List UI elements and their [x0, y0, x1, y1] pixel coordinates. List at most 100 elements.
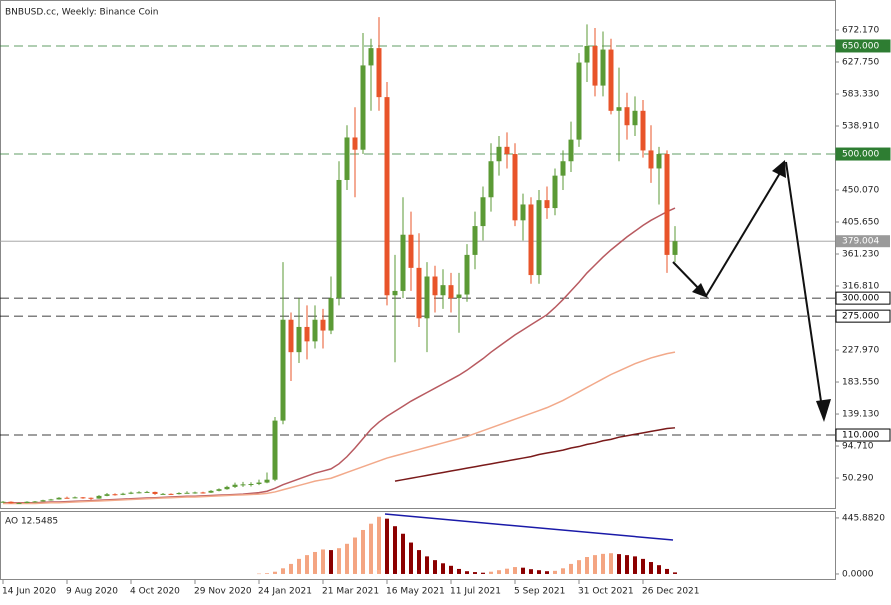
ao-bar — [409, 542, 413, 574]
candle-body — [632, 110, 638, 126]
candle-body — [80, 497, 86, 499]
candle-body — [664, 154, 670, 255]
candle-body — [88, 497, 94, 499]
ao-bar — [321, 549, 325, 574]
candle-body — [296, 326, 302, 353]
candle-body — [240, 484, 246, 486]
candle-body — [208, 490, 214, 493]
ao-tick-label: 0.0000 — [842, 569, 874, 579]
y-tick-label: 405.650 — [842, 218, 879, 228]
x-tick-label: 16 May 2021 — [386, 587, 445, 597]
candle-body — [48, 499, 54, 501]
ao-bar — [497, 570, 501, 574]
candle-body — [264, 479, 270, 483]
x-tick-label: 14 Jun 2020 — [2, 587, 56, 597]
ao-bar — [457, 568, 461, 574]
ao-bar — [417, 550, 421, 574]
candle-body — [16, 503, 22, 505]
ao-bar — [385, 518, 389, 574]
ao-label: AO 12.5485 — [5, 517, 58, 527]
ao-bar — [441, 563, 445, 574]
y-tick-label: 583.330 — [842, 89, 879, 99]
candle-body — [552, 175, 558, 209]
candle-body — [672, 241, 678, 255]
main-panel — [0, 0, 836, 509]
candle-body — [248, 484, 254, 486]
y-tick-label: 316.810 — [842, 282, 879, 292]
ao-bar — [465, 571, 469, 574]
candle-body — [576, 62, 582, 140]
candle-body — [432, 276, 438, 296]
ao-bar — [505, 568, 509, 574]
candle-body — [384, 97, 390, 296]
ao-bar — [481, 572, 485, 574]
candle-body — [400, 234, 406, 291]
ao-bar — [521, 567, 525, 574]
candle-body — [592, 45, 598, 86]
candle-body — [104, 494, 110, 496]
ao-bar — [577, 560, 581, 574]
candle-body — [224, 486, 230, 490]
candle-body — [536, 200, 542, 276]
y-tick-label: 627.750 — [842, 57, 879, 67]
candle-body — [616, 107, 622, 111]
ao-bar — [361, 529, 365, 574]
level-label: 300.000 — [842, 294, 879, 304]
ao-bar — [449, 565, 453, 574]
candle-body — [304, 326, 310, 342]
candle-body — [464, 254, 470, 295]
candle-body — [320, 319, 326, 331]
ao-bar — [377, 516, 381, 574]
candle-body — [8, 501, 14, 504]
candle-body — [328, 298, 334, 331]
ao-bar — [665, 568, 669, 574]
ao-bar — [281, 568, 285, 574]
level-box — [835, 291, 891, 305]
ao-bar — [537, 570, 541, 574]
candle-body — [184, 492, 190, 494]
x-tick-label: 29 Nov 2020 — [194, 587, 252, 597]
candle-body — [120, 493, 126, 495]
candle-body — [480, 197, 486, 227]
candle-body — [656, 154, 662, 169]
candle-body — [64, 497, 70, 499]
ao-bar — [561, 568, 565, 574]
candle-body — [368, 48, 374, 66]
candle-body — [56, 497, 62, 500]
ao-bar — [329, 550, 333, 574]
candle-body — [376, 48, 382, 98]
ao-bar — [289, 563, 293, 574]
candle-body — [424, 276, 430, 319]
candle-body — [352, 137, 358, 150]
ao-bar — [257, 573, 261, 575]
y-tick-label: 183.550 — [842, 378, 879, 388]
ao-bar — [305, 555, 309, 574]
y-tick-label: 538.910 — [842, 122, 879, 132]
ao-bar — [585, 556, 589, 574]
ao-bar — [553, 570, 557, 574]
candle-body — [512, 154, 518, 221]
x-tick-label: 21 Mar 2021 — [322, 587, 379, 597]
ao-bar — [489, 571, 493, 574]
level-box — [835, 39, 891, 53]
candle-body — [440, 285, 446, 296]
ao-bar — [673, 572, 677, 574]
candle-body — [472, 226, 478, 255]
ao-tick-label: 445.8820 — [842, 513, 885, 523]
candle-body — [200, 492, 206, 494]
arrow-heads — [692, 160, 831, 422]
ao-bar — [545, 571, 549, 574]
ao-bar — [425, 556, 429, 574]
level-box — [835, 428, 891, 442]
candle-body — [144, 491, 150, 493]
y-tick-label: 361.230 — [842, 250, 879, 260]
level-label: 275.000 — [842, 312, 879, 322]
moving-average — [3, 351, 676, 505]
candle-body — [560, 161, 566, 176]
candle-body — [408, 234, 414, 268]
candle-body — [96, 495, 102, 499]
candle-body — [416, 267, 422, 319]
y-tick-label: 139.130 — [842, 410, 879, 420]
candle-body — [584, 45, 590, 63]
candle-body — [152, 491, 158, 494]
